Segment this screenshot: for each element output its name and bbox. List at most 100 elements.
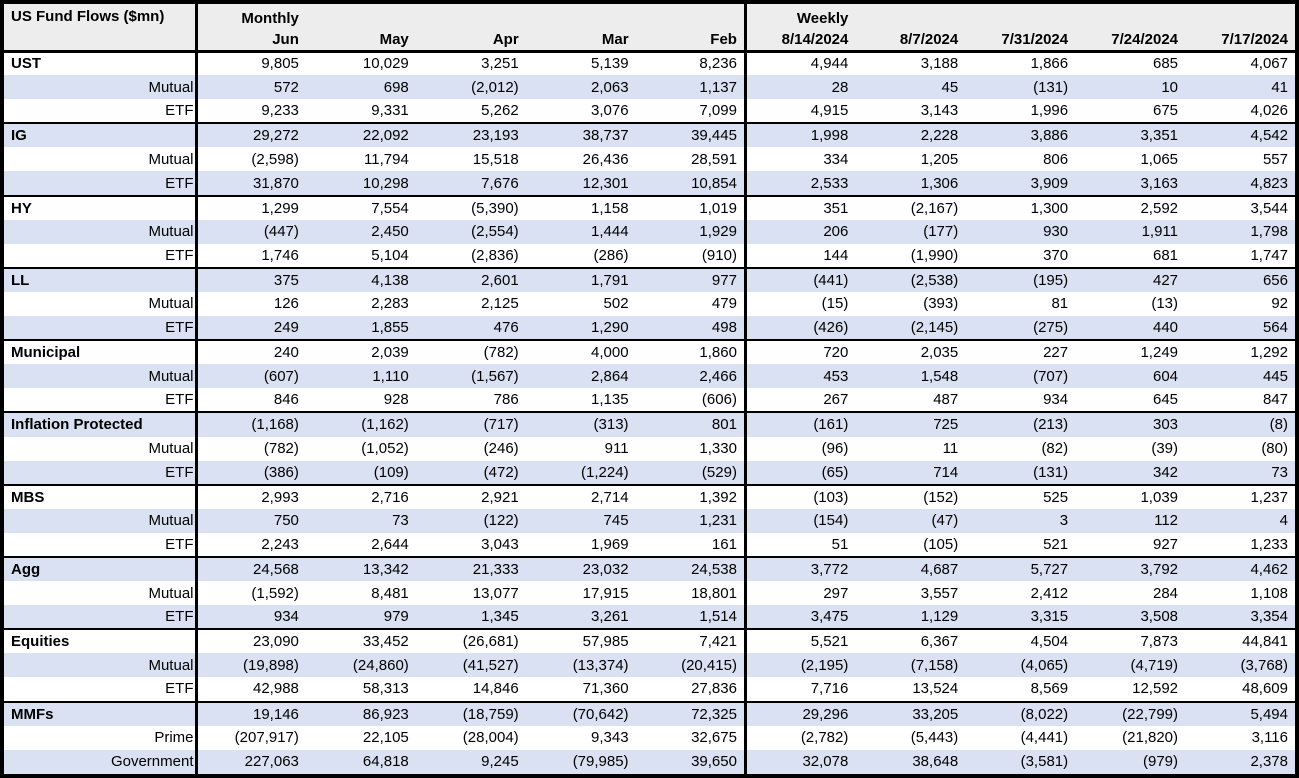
value-cell: 86,923 <box>305 700 416 726</box>
value-cell: (441) <box>743 266 856 292</box>
value-cell: 427 <box>1075 266 1186 292</box>
value-cell: 58,313 <box>362 680 409 698</box>
value-cell: (213) <box>965 411 1076 437</box>
value-cell: 92 <box>1271 295 1288 313</box>
value-cell: 1,747 <box>1250 246 1288 264</box>
value-cell: (96) <box>743 436 856 461</box>
value-cell: 440 <box>1075 316 1186 341</box>
value-cell: 240 <box>194 339 306 365</box>
value-cell: 930 <box>965 219 1076 244</box>
value-cell: 24,568 <box>194 555 306 582</box>
value-cell: 23,193 <box>415 122 526 148</box>
value-cell: 4,138 <box>305 266 416 292</box>
value-cell: 3,043 <box>481 535 519 553</box>
value-cell: 27,836 <box>691 680 737 698</box>
value-cell: 2,378 <box>1185 749 1295 774</box>
value-cell: 1,866 <box>965 49 1076 76</box>
value-cell: 28 <box>743 75 856 100</box>
value-cell: 126 <box>194 291 306 317</box>
value-cell: (1,592) <box>194 581 306 606</box>
value-cell: (2,836) <box>471 246 519 264</box>
value-cell: (105) <box>923 535 959 553</box>
header-spacer <box>1185 4 1295 29</box>
value-cell: 4,462 <box>1185 555 1295 582</box>
value-cell: 934 <box>194 605 306 630</box>
value-cell: (21,820) <box>1122 729 1179 747</box>
value-cell: 9,343 <box>591 729 629 747</box>
row-label: Mutual <box>4 653 196 678</box>
value-cell: 1,108 <box>1250 584 1288 602</box>
table-row: ETF 2,243 2,644 3,043 1,969 161 51 (105) 521 927 1… <box>4 532 1295 557</box>
value-cell: 33,205 <box>855 700 966 726</box>
group-total-row: Inflation Protected (1,168) (1,162) (717) (3… <box>4 411 1295 437</box>
value-cell: (393) <box>923 295 959 313</box>
header-spacer <box>305 4 416 29</box>
column-header: Feb <box>635 29 746 53</box>
column-header-row: Jun May Apr Mar Feb 8/14/2024 8/7/2024 7/31/202… <box>4 29 1295 53</box>
value-cell: (1,168) <box>194 411 306 437</box>
value-cell: (131) <box>965 460 1076 485</box>
value-cell: 10,298 <box>305 171 416 196</box>
group-label: MBS <box>4 483 196 509</box>
value-cell: (717) <box>415 411 526 437</box>
value-cell: 9,245 <box>415 749 526 774</box>
value-cell: 19,146 <box>194 700 306 726</box>
value-cell: 5,104 <box>371 246 409 264</box>
value-cell: 645 <box>1152 391 1179 409</box>
value-cell: (529) <box>635 460 746 485</box>
value-cell: 564 <box>1185 316 1295 341</box>
value-cell: (426) <box>743 316 856 341</box>
value-cell: 71,360 <box>582 680 629 698</box>
table-title: US Fund Flows ($mn) <box>4 4 196 53</box>
table-body: UST 9,805 10,029 3,251 5,139 8,236 4,944 3,188 1… <box>4 49 1295 774</box>
value-cell: 64,818 <box>305 749 416 774</box>
value-cell: 4,067 <box>1185 49 1295 76</box>
value-cell: 342 <box>1075 460 1186 485</box>
value-cell: 15,518 <box>472 150 519 168</box>
value-cell: 45 <box>855 75 966 100</box>
value-cell: 51 <box>743 532 856 557</box>
value-cell: 2,714 <box>525 483 636 509</box>
value-cell: 8,569 <box>1030 680 1069 698</box>
value-cell: (15) <box>743 291 856 317</box>
value-cell: 2,601 <box>415 266 526 292</box>
value-cell: 3,143 <box>920 102 959 120</box>
value-cell: 681 <box>1152 246 1179 264</box>
value-cell: 13,077 <box>472 584 519 602</box>
value-cell: 720 <box>743 339 856 365</box>
value-cell: 2,125 <box>481 295 519 313</box>
value-cell: 1,129 <box>855 605 966 630</box>
value-cell: 7,099 <box>699 102 737 120</box>
value-cell: 73 <box>1185 460 1295 485</box>
group-label: Inflation Protected <box>4 411 196 437</box>
value-cell: 2,533 <box>743 171 856 196</box>
value-cell: 72,325 <box>635 700 746 726</box>
value-cell: 3,351 <box>1075 122 1186 148</box>
value-cell: 4,504 <box>965 628 1076 654</box>
monthly-section-header: Monthly <box>194 4 306 29</box>
table-row: Mutual (1,592) 8,481 13,077 17,915 18,801 297 3… <box>4 581 1295 606</box>
weekly-section-header: Weekly <box>743 4 856 29</box>
value-cell: 928 <box>383 391 409 409</box>
group-total-row: IG 29,272 22,092 23,193 38,737 39,445 1,998 2,2… <box>4 122 1295 148</box>
value-cell: 2,921 <box>415 483 526 509</box>
value-cell: 7,554 <box>305 194 416 220</box>
value-cell: 3,792 <box>1075 555 1186 582</box>
value-cell: 1,249 <box>1075 339 1186 365</box>
group-label: HY <box>4 194 196 220</box>
value-cell: 1,137 <box>635 75 746 100</box>
group-label: IG <box>4 122 196 148</box>
value-cell: (979) <box>1075 749 1186 774</box>
row-label: ETF <box>165 246 194 264</box>
value-cell: (39) <box>1151 440 1179 458</box>
value-cell: 1,306 <box>855 171 966 196</box>
header-spacer <box>1075 4 1186 29</box>
value-cell: (177) <box>855 219 966 244</box>
value-cell: (8) <box>1185 411 1295 437</box>
value-cell: 1,110 <box>305 364 416 389</box>
value-cell: 479 <box>711 295 737 313</box>
value-cell: 3,315 <box>965 605 1076 630</box>
value-cell: 38,648 <box>855 749 966 774</box>
value-cell: 1,233 <box>1250 535 1288 553</box>
value-cell: (2,538) <box>855 266 966 292</box>
